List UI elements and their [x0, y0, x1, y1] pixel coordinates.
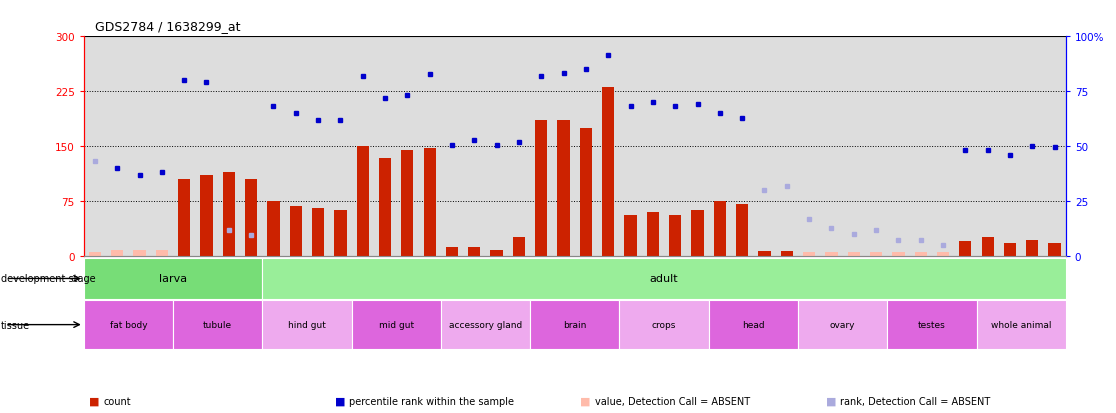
Bar	[401, 150, 413, 256]
Bar	[177, 179, 190, 256]
Bar	[869, 252, 882, 256]
Bar	[423, 149, 435, 256]
Bar	[735, 205, 748, 256]
Bar	[619, 301, 709, 349]
Text: fat body: fat body	[109, 320, 147, 329]
Bar	[468, 247, 480, 256]
Text: value, Detection Call = ABSENT: value, Detection Call = ABSENT	[595, 396, 750, 406]
Text: rank, Detection Call = ABSENT: rank, Detection Call = ABSENT	[840, 396, 991, 406]
Bar	[668, 216, 681, 256]
Text: brain: brain	[564, 320, 586, 329]
Bar	[981, 238, 993, 256]
Text: hind gut: hind gut	[288, 320, 326, 329]
Text: GDS2784 / 1638299_at: GDS2784 / 1638299_at	[95, 20, 240, 33]
Bar	[84, 301, 173, 349]
Bar	[1003, 243, 1016, 256]
Bar	[244, 179, 257, 256]
Bar	[887, 301, 976, 349]
Bar	[222, 172, 234, 256]
Bar	[445, 247, 458, 256]
Bar	[798, 301, 887, 349]
Bar	[714, 202, 725, 256]
Bar	[892, 252, 904, 256]
Bar	[709, 301, 798, 349]
Text: larva: larva	[158, 274, 187, 284]
Bar	[1026, 240, 1038, 256]
Bar	[557, 121, 569, 256]
Bar	[802, 252, 815, 256]
Bar	[936, 252, 949, 256]
Text: whole animal: whole animal	[991, 320, 1051, 329]
Bar	[758, 252, 770, 256]
Text: development stage: development stage	[1, 274, 96, 284]
Bar	[84, 258, 262, 299]
Bar	[173, 301, 262, 349]
Bar	[262, 258, 1066, 299]
Bar	[602, 88, 614, 256]
Bar	[134, 250, 145, 256]
Text: count: count	[104, 396, 132, 406]
Bar	[490, 250, 502, 256]
Bar	[512, 238, 525, 256]
Text: percentile rank within the sample: percentile rank within the sample	[349, 396, 514, 406]
Bar	[914, 252, 926, 256]
Text: crops: crops	[652, 320, 676, 329]
Bar	[311, 209, 324, 256]
Text: ■: ■	[89, 396, 99, 406]
Text: ■: ■	[826, 396, 836, 406]
Bar	[378, 159, 391, 256]
Bar	[352, 301, 441, 349]
Text: accessory gland: accessory gland	[449, 320, 522, 329]
Bar	[535, 121, 547, 256]
Text: ■: ■	[580, 396, 590, 406]
Bar	[579, 128, 591, 256]
Text: ovary: ovary	[830, 320, 855, 329]
Bar	[976, 301, 1066, 349]
Bar	[825, 252, 837, 256]
Bar	[1048, 243, 1060, 256]
Text: tubule: tubule	[203, 320, 232, 329]
Bar	[155, 250, 167, 256]
Bar	[959, 242, 971, 256]
Bar	[89, 252, 100, 256]
Text: testes: testes	[918, 320, 945, 329]
Bar	[441, 301, 530, 349]
Bar	[847, 252, 859, 256]
Text: ■: ■	[335, 396, 345, 406]
Text: adult: adult	[650, 274, 679, 284]
Bar	[691, 211, 703, 256]
Text: tissue: tissue	[1, 320, 30, 330]
Bar	[200, 176, 212, 256]
Bar	[646, 212, 658, 256]
Bar	[780, 252, 792, 256]
Text: head: head	[742, 320, 764, 329]
Bar	[334, 211, 346, 256]
Bar	[112, 250, 123, 256]
Bar	[356, 147, 368, 256]
Bar	[267, 202, 279, 256]
Bar	[289, 206, 301, 256]
Bar	[624, 216, 636, 256]
Bar	[262, 301, 352, 349]
Text: mid gut: mid gut	[378, 320, 414, 329]
Bar	[530, 301, 619, 349]
